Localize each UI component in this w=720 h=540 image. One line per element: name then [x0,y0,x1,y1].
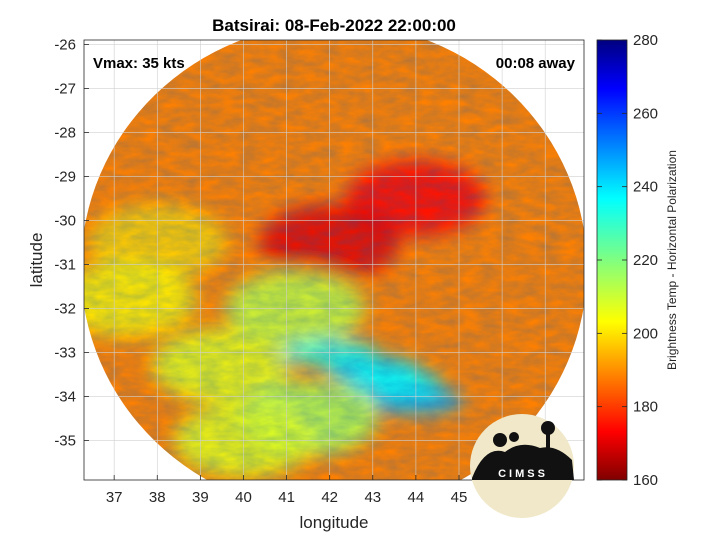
x-tick-label: 38 [149,489,166,506]
x-tick-label: 45 [451,489,468,506]
colorbar-label: Brightness Temp - Horizontal Polarizatio… [665,150,679,370]
brightness-temp-image [84,40,584,480]
x-axis-label: longitude [299,513,368,532]
colorbar-tick-label: 260 [633,105,658,122]
grid-lines [84,40,584,480]
cimss-logo: CIMSS [470,414,574,518]
x-tick-label: 40 [235,489,252,506]
y-tick-label: -33 [54,344,76,361]
colorbar: 280 260 240 220 200 180 160 Brightness Temp - … [596,32,679,489]
x-tick-label: 44 [408,489,425,506]
y-tick-label: -28 [54,124,76,141]
y-axis-label: latitude [27,233,46,288]
y-tick-label: -31 [54,256,76,273]
colorbar-tick-label: 160 [633,472,658,489]
y-tick-label: -30 [54,212,76,229]
y-tick-label: -27 [54,80,76,97]
y-tick-label: -35 [54,432,76,449]
x-tick-label: 39 [192,489,209,506]
x-tick-label: 41 [278,489,295,506]
x-tick-label: 42 [321,489,338,506]
vmax-label: Vmax: 35 kts [93,55,185,72]
colorbar-tick-label: 220 [633,252,658,269]
colorbar-tick-label: 200 [633,325,658,342]
x-tick-label: 37 [106,489,123,506]
y-tick-label: -26 [54,36,76,53]
axes-box [83,39,585,481]
y-tick-label: -29 [54,168,76,185]
colorbar-tick-label: 280 [633,32,658,49]
x-tick-label: 43 [364,489,381,506]
colorbar-tick-label: 240 [633,179,658,196]
time-offset-label: 00:08 away [496,55,576,72]
y-tick-label: -34 [54,388,76,405]
y-axis: -26 -27 -28 -29 -30 -31 -32 -33 -34 -35 [54,36,89,449]
y-tick-label: -32 [54,300,76,317]
chart-title: Batsirai: 08-Feb-2022 22:00:00 [212,16,456,35]
logo-text: CIMSS [498,468,548,480]
colorbar-tick-label: 180 [633,399,658,416]
